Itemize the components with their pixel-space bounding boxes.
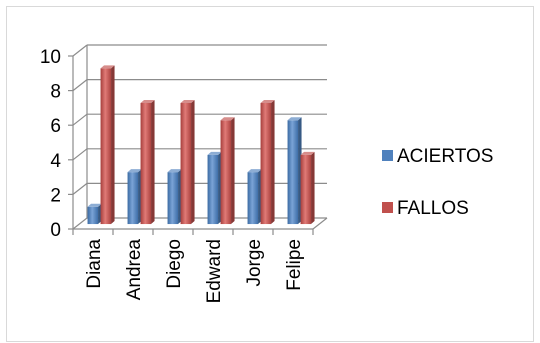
bar-side-face bbox=[311, 151, 315, 225]
bar-fallos-felipe bbox=[300, 151, 315, 225]
bar-front-face bbox=[100, 68, 112, 225]
y-tick-label: 10 bbox=[40, 47, 61, 68]
bar-aciertos-diana bbox=[87, 203, 102, 225]
legend: ACIERTOS FALLOS bbox=[382, 146, 493, 219]
gridlines bbox=[72, 44, 327, 230]
y-tick-label: 0 bbox=[50, 220, 61, 241]
bar-front-face bbox=[127, 172, 139, 225]
bar-side-face bbox=[111, 65, 115, 225]
bar-side-face bbox=[231, 117, 235, 225]
y-axis-ticks: 0 2 4 6 8 10 bbox=[40, 47, 73, 241]
bar-front-face bbox=[260, 102, 272, 225]
side-gridline bbox=[72, 79, 88, 92]
bar-fallos-diego bbox=[180, 99, 195, 225]
bar-side-face bbox=[191, 99, 195, 225]
bar-fallos-andrea bbox=[140, 99, 155, 225]
bar-top-face bbox=[100, 65, 115, 69]
bar-aciertos-felipe bbox=[287, 117, 302, 225]
floor-right-edge bbox=[312, 217, 328, 230]
legend-label: FALLOS bbox=[397, 198, 469, 219]
bar-top-face bbox=[247, 169, 262, 173]
y-tick-label: 8 bbox=[50, 82, 61, 103]
x-tick-label: Jorge bbox=[244, 239, 265, 287]
bar-front-face bbox=[87, 206, 99, 225]
side-gridline bbox=[72, 113, 88, 126]
legend-swatch bbox=[382, 202, 393, 213]
bar-top-face bbox=[87, 203, 102, 207]
bar-front-face bbox=[220, 120, 232, 225]
legend-item-fallos: FALLOS bbox=[382, 198, 469, 219]
bar-top-face bbox=[180, 99, 195, 103]
y-tick-label: 4 bbox=[50, 151, 61, 172]
bar-top-face bbox=[207, 151, 222, 155]
bar-top-face bbox=[140, 99, 155, 103]
bar-fallos-diana bbox=[100, 65, 115, 225]
bar-aciertos-andrea bbox=[127, 169, 142, 225]
x-axis-labels: Diana Andrea Diego Edward Jorge Felipe bbox=[72, 229, 314, 303]
side-gridline bbox=[72, 182, 88, 195]
bar-top-face bbox=[127, 169, 142, 173]
bar-top-face bbox=[287, 117, 302, 121]
bar-fallos-jorge bbox=[260, 99, 275, 225]
bar-aciertos-edward bbox=[207, 151, 222, 225]
x-tick-label: Edward bbox=[204, 239, 225, 303]
side-gridline bbox=[72, 148, 88, 161]
bar-top-face bbox=[260, 99, 275, 103]
bar-front-face bbox=[287, 120, 299, 225]
x-tick-label: Andrea bbox=[124, 239, 145, 301]
bar-top-face bbox=[300, 151, 315, 155]
side-gridline bbox=[72, 217, 88, 230]
bar-front-face bbox=[207, 154, 219, 225]
bar-front-face bbox=[167, 172, 179, 225]
bar-fallos-edward bbox=[220, 117, 235, 225]
bar-front-face bbox=[140, 102, 152, 225]
bar-top-face bbox=[167, 169, 182, 173]
bar-aciertos-diego bbox=[167, 169, 182, 225]
x-tick-label: Diana bbox=[84, 239, 105, 289]
legend-label: ACIERTOS bbox=[397, 146, 493, 167]
bar-side-face bbox=[151, 99, 155, 225]
x-tick-label: Felipe bbox=[284, 239, 305, 291]
bar-front-face bbox=[300, 154, 312, 225]
side-gridline bbox=[72, 44, 88, 57]
bars-layer bbox=[87, 65, 315, 225]
bar-aciertos-jorge bbox=[247, 169, 262, 225]
y-tick-label: 2 bbox=[50, 185, 61, 206]
x-tick-label: Diego bbox=[164, 239, 185, 289]
bar-top-face bbox=[220, 117, 235, 121]
legend-swatch bbox=[382, 150, 393, 161]
bar-side-face bbox=[271, 99, 275, 225]
y-tick-label: 6 bbox=[50, 116, 61, 137]
legend-item-aciertos: ACIERTOS bbox=[382, 146, 493, 167]
bar-front-face bbox=[180, 102, 192, 225]
bar-front-face bbox=[247, 172, 259, 225]
